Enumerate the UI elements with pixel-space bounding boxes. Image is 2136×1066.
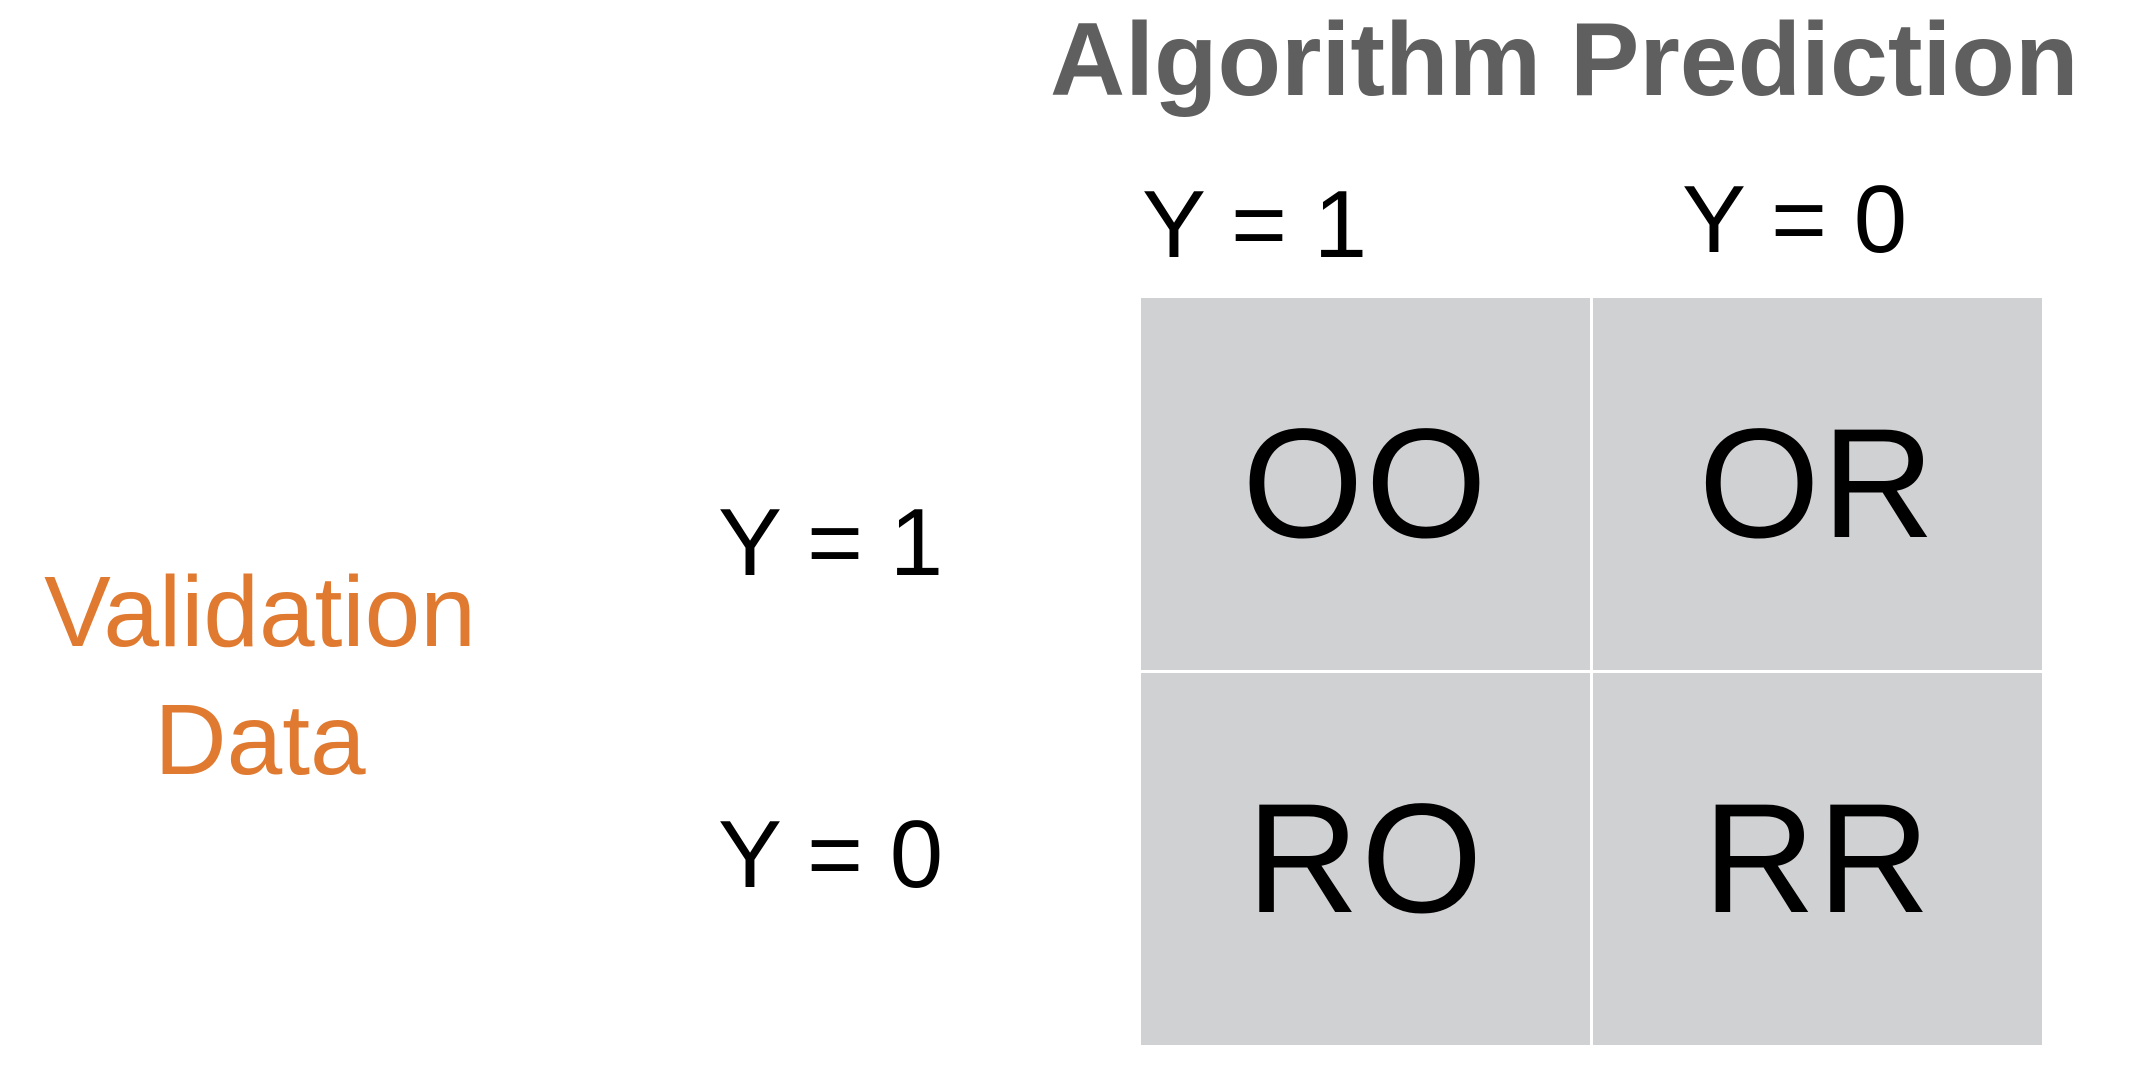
side-label-line-1: Validation: [44, 556, 476, 668]
cell-or: OR: [1593, 298, 2042, 670]
cell-oo: OO: [1141, 298, 1590, 670]
confusion-matrix: OO OR RO RR: [1141, 298, 2043, 1045]
side-label-line-2: Data: [154, 684, 366, 796]
cell-ro: RO: [1141, 673, 1590, 1045]
diagram-title: Algorithm Prediction: [1050, 2, 2079, 118]
cell-rr: RR: [1593, 673, 2042, 1045]
row-label-y1: Y = 1: [718, 489, 944, 596]
column-label-y0: Y = 0: [1682, 166, 1908, 273]
column-label-y1: Y = 1: [1142, 171, 1368, 278]
row-label-y0: Y = 0: [718, 801, 944, 908]
validation-data-label: Validation Data: [0, 548, 520, 804]
